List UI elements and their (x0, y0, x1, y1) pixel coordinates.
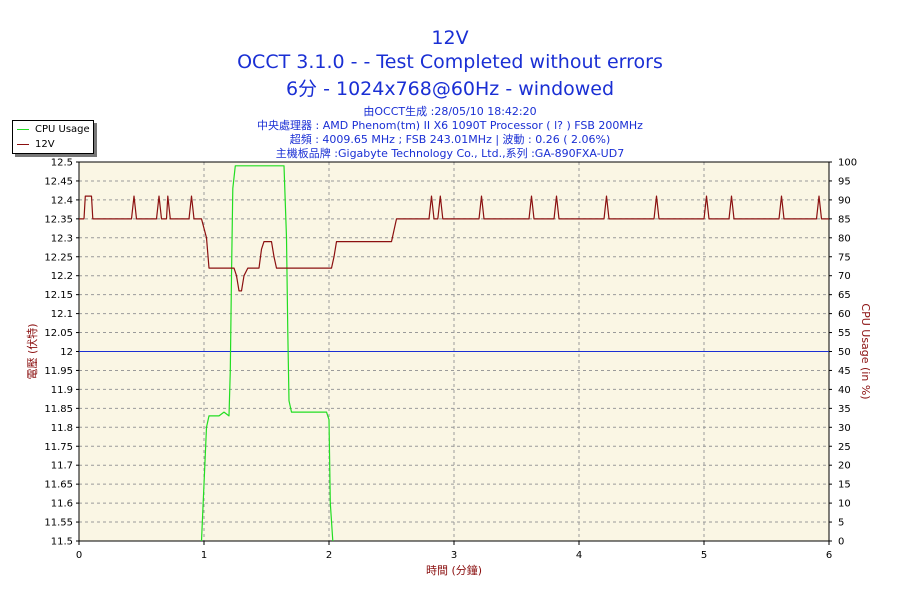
y-tick-label: 12.15 (44, 290, 73, 301)
y2-tick-label: 40 (838, 385, 851, 396)
y2-tick-label: 90 (838, 195, 851, 206)
y2-tick-label: 25 (838, 442, 851, 453)
y-tick-label: 11.8 (51, 423, 73, 434)
y2-tick-label: 95 (838, 176, 851, 187)
legend-entry-12v: 12V (17, 137, 55, 151)
chart-subtitle-status: OCCT 3.1.0 - - Test Completed without er… (237, 51, 663, 73)
y2-tick-label: 20 (838, 461, 851, 472)
y-tick-label: 11.9 (51, 385, 73, 396)
y2-tick-label: 0 (838, 537, 844, 548)
chart-legend: CPU Usage 12V (12, 120, 94, 154)
info-generated: 由OCCT生成 :28/05/10 18:42:20 (363, 105, 537, 118)
info-cpu: 中央處理器 : AMD Phenom(tm) II X6 1090T Proce… (257, 119, 643, 132)
y2-tick-label: 5 (838, 518, 844, 529)
x-tick-label: 4 (576, 550, 582, 561)
legend-entry-cpu: CPU Usage (17, 122, 90, 136)
y-tick-label: 11.7 (51, 461, 73, 472)
series-line-cpu-usage (200, 165, 334, 542)
y-tick-label: 12.1 (51, 309, 73, 320)
y2-tick-label: 100 (838, 158, 857, 169)
y-tick-label: 12.4 (51, 195, 73, 206)
x-tick-label: 1 (201, 550, 207, 561)
y2-tick-label: 70 (838, 271, 851, 282)
y-tick-label: 12.05 (44, 328, 73, 339)
y2-tick-label: 50 (838, 347, 851, 358)
y-tick-label: 11.5 (51, 537, 73, 548)
y-tick-label: 11.55 (44, 518, 73, 529)
y-tick-label: 11.95 (44, 366, 73, 377)
y2-tick-label: 75 (838, 252, 851, 263)
y2-axis-label: CPU Usage (in %) (859, 303, 872, 399)
x-tick-label: 3 (451, 550, 457, 561)
y2-tick-label: 45 (838, 366, 851, 377)
x-tick-label: 0 (76, 550, 82, 561)
y2-tick-label: 60 (838, 309, 851, 320)
y2-tick-label: 80 (838, 233, 851, 244)
chart-subtitle-duration: 6分 - 1024x768@60Hz - windowed (285, 78, 615, 100)
y-tick-label: 11.65 (44, 480, 73, 491)
y2-tick-label: 10 (838, 499, 851, 510)
legend-swatch-cpu (17, 128, 29, 130)
y-tick-label: 11.6 (51, 499, 73, 510)
y-tick-label: 12.3 (51, 233, 73, 244)
x-axis-label: 時間 (分鐘) (426, 563, 482, 577)
x-tick-label: 5 (701, 550, 707, 561)
y2-tick-label: 15 (838, 480, 851, 491)
info-motherboard: 主機板品牌 :Gigabyte Technology Co., Ltd.,系列 … (275, 147, 625, 160)
y-tick-label: 11.85 (44, 404, 73, 415)
y-tick-label: 12.2 (51, 271, 73, 282)
legend-label-12v: 12V (35, 138, 55, 150)
legend-label-cpu: CPU Usage (35, 123, 90, 135)
y2-tick-label: 35 (838, 404, 851, 415)
y-tick-label: 12.25 (44, 252, 73, 263)
legend-swatch-12v (17, 143, 29, 145)
y2-tick-label: 55 (838, 328, 851, 339)
y-tick-label: 11.75 (44, 442, 73, 453)
y-axis-label: 電壓 (伏特) (25, 323, 39, 379)
x-tick-label: 2 (326, 550, 332, 561)
x-tick-label: 6 (826, 550, 832, 561)
chart-title: 12V (431, 27, 469, 49)
y-tick-label: 12.45 (44, 176, 73, 187)
y-tick-label: 12 (60, 347, 73, 358)
y2-tick-label: 65 (838, 290, 851, 301)
y-tick-label: 12.5 (51, 158, 73, 169)
series-line-12v (79, 195, 829, 292)
y-tick-label: 12.35 (44, 214, 73, 225)
y2-tick-label: 30 (838, 423, 851, 434)
info-clock: 超頻 : 4009.65 MHz ; FSB 243.01MHz | 波動 : … (289, 133, 611, 146)
y2-tick-label: 85 (838, 214, 851, 225)
